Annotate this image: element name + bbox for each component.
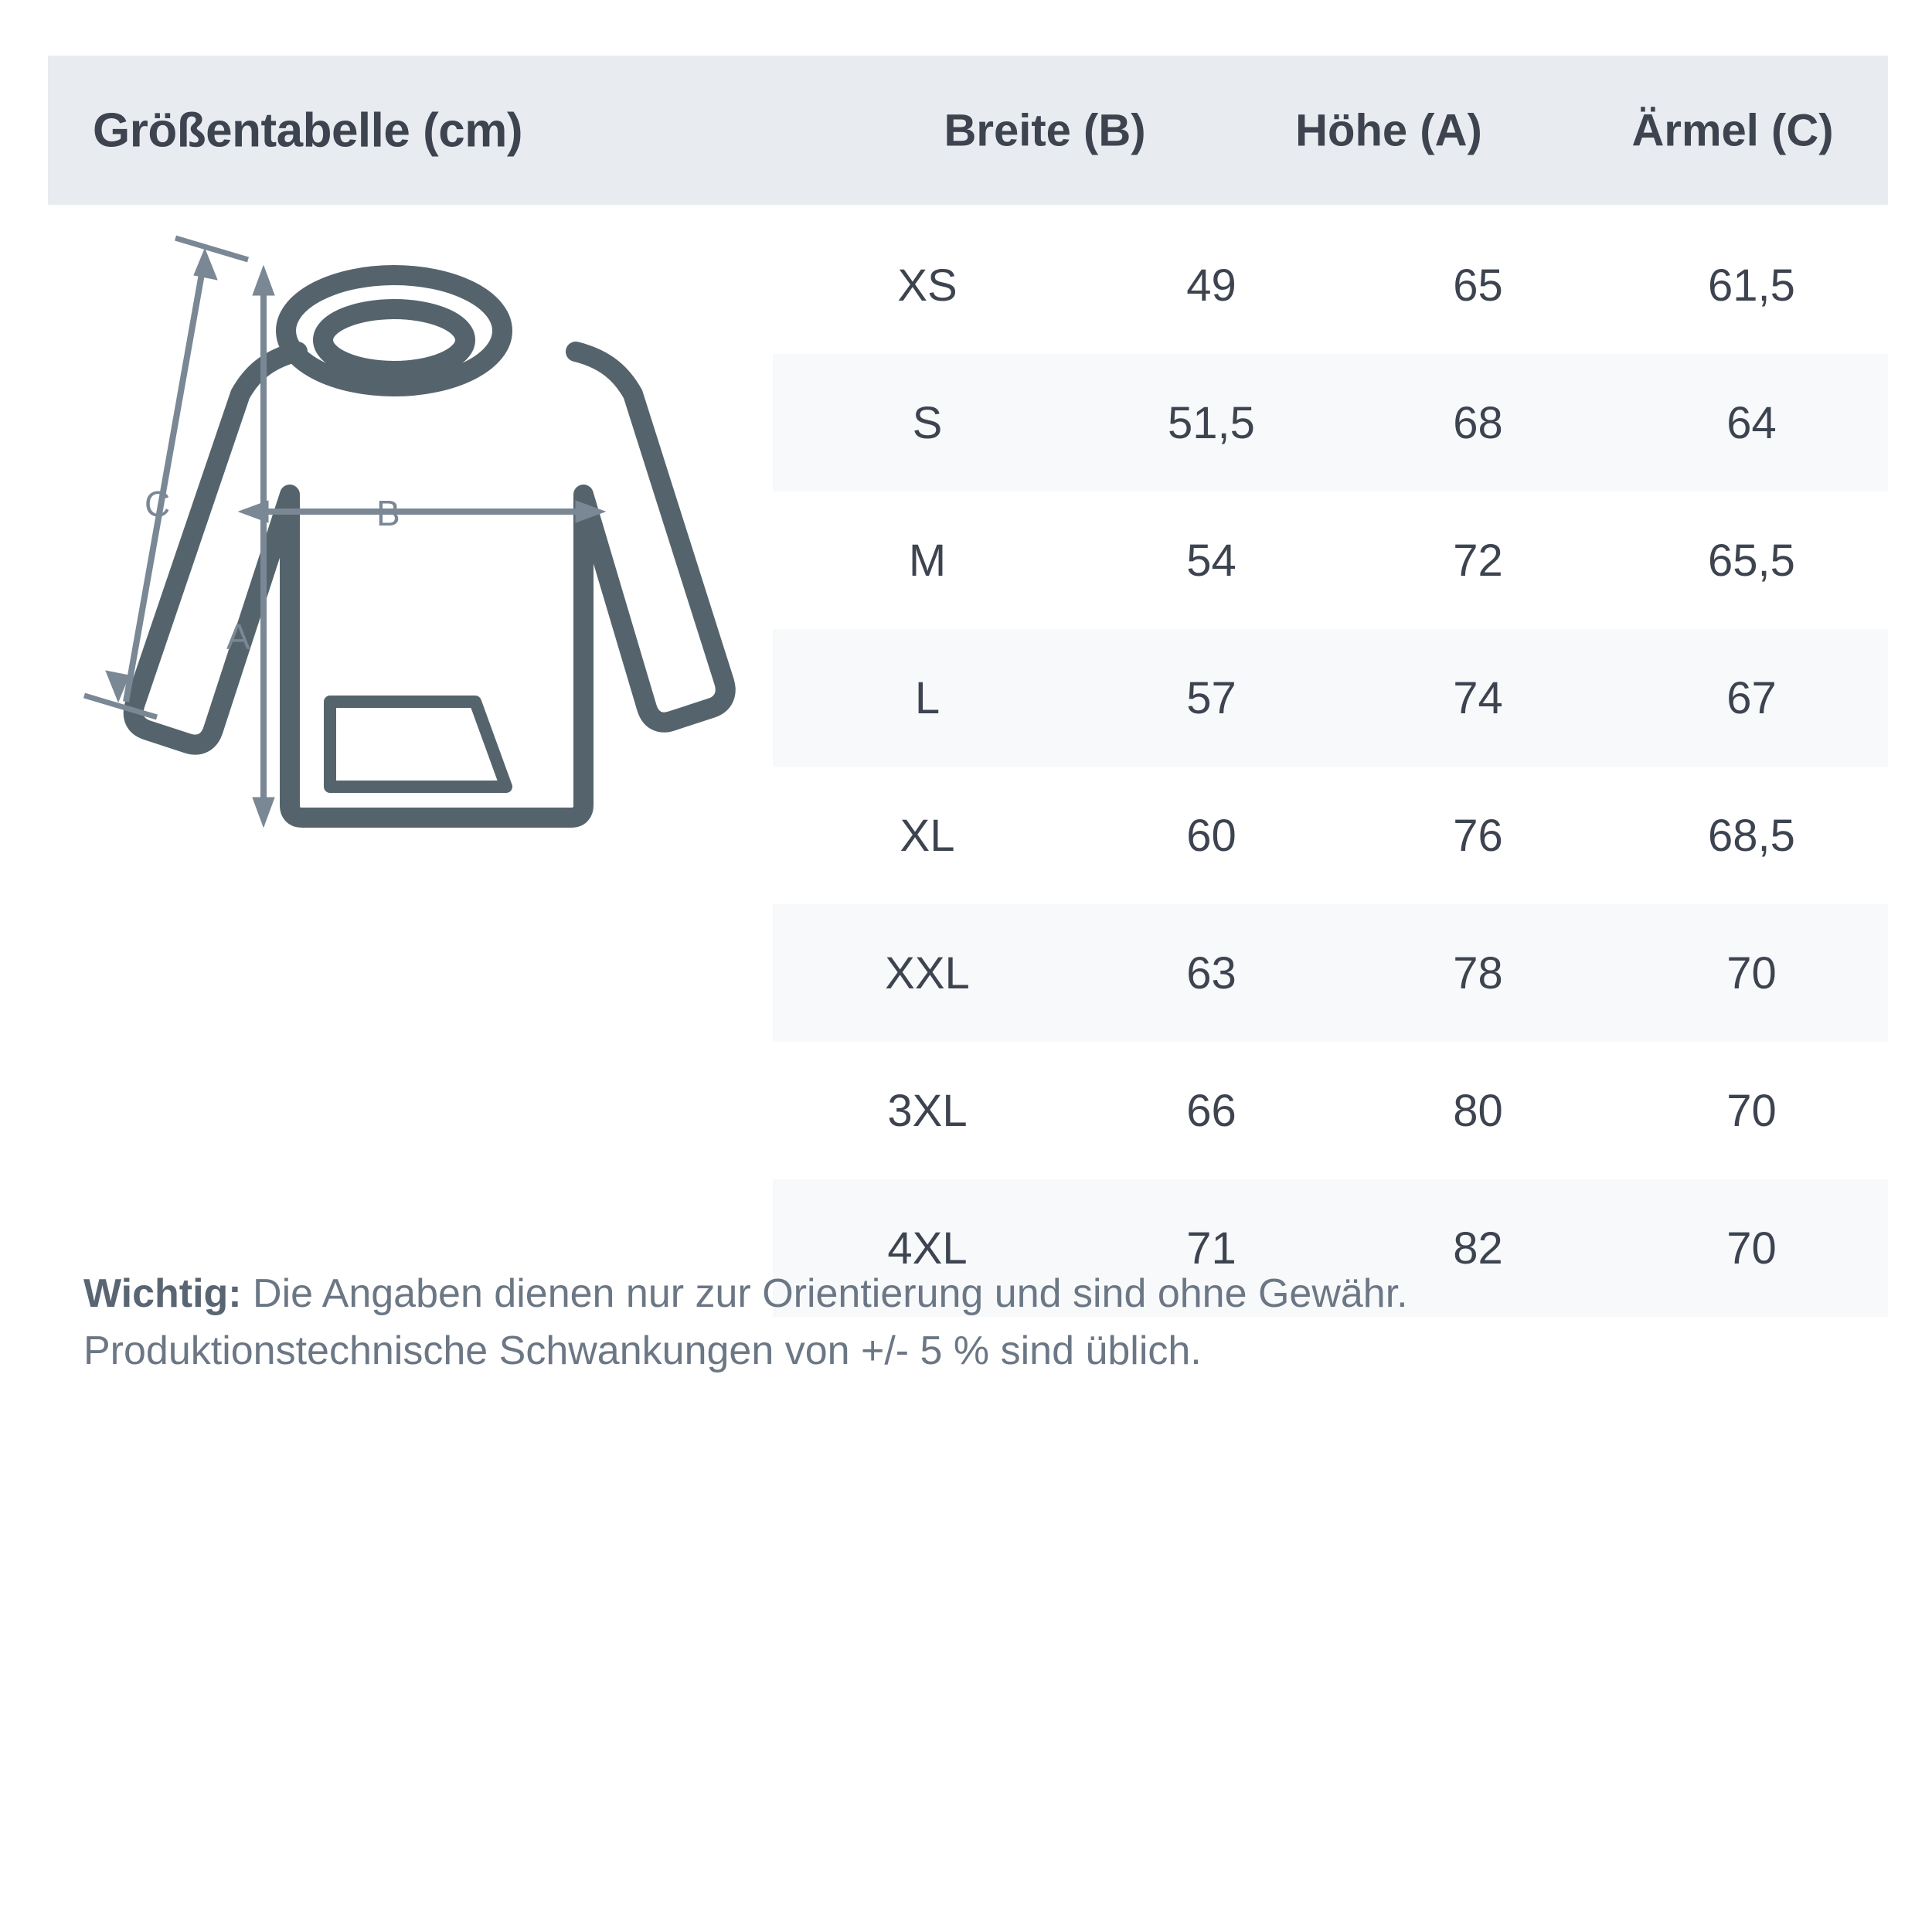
cell-size: L [914, 672, 940, 723]
size-table: XS 49 65 61,5 S 51,5 68 64 M 54 72 65,5 … [773, 216, 1888, 1317]
disclaimer-lead: Wichtig: [83, 1271, 242, 1316]
table-row: 3XL 66 80 70 [773, 1042, 1888, 1179]
cell-hoehe: 82 [1453, 1223, 1503, 1274]
page-title: Größentabelle (cm) [93, 104, 523, 157]
table-row: XXL 63 78 70 [773, 904, 1888, 1042]
cell-hoehe: 78 [1453, 947, 1503, 998]
cell-size: S [912, 397, 943, 448]
cell-size: XL [900, 810, 955, 861]
cell-hoehe: 74 [1453, 672, 1503, 723]
arrowhead-a-bottom [252, 797, 275, 828]
table-row: M 54 72 65,5 [773, 492, 1888, 629]
cell-aermel: 65,5 [1708, 535, 1795, 586]
size-chart-header: Größentabelle (cm) Breite (B) Höhe (A) Ä… [48, 56, 1888, 205]
cell-aermel: 70 [1726, 1223, 1777, 1274]
cell-breite: 63 [1186, 947, 1236, 998]
cell-hoehe: 65 [1453, 260, 1503, 311]
cell-aermel: 68,5 [1708, 810, 1795, 861]
cell-hoehe: 68 [1453, 397, 1503, 448]
cell-aermel: 70 [1726, 947, 1777, 998]
disclaimer-line-1: Die Angaben dienen nur zur Orientierung … [241, 1271, 1408, 1316]
table-row: XL 60 76 68,5 [773, 767, 1888, 904]
cell-hoehe: 72 [1453, 535, 1503, 586]
cell-hoehe: 80 [1453, 1085, 1503, 1136]
column-header-hoehe: Höhe (A) [1295, 105, 1482, 155]
cell-aermel: 70 [1726, 1085, 1777, 1136]
cell-breite: 66 [1186, 1085, 1236, 1136]
disclaimer-line-2: Produktionstechnische Schwankungen von +… [83, 1328, 1202, 1373]
cell-breite: 57 [1186, 672, 1236, 723]
arrowhead-c-top [193, 247, 218, 281]
disclaimer-note: Wichtig: Die Angaben dienen nur zur Orie… [83, 1266, 1861, 1380]
column-header-group: Breite (B) Höhe (A) Ärmel (C) [867, 104, 1932, 156]
column-header-breite: Breite (B) [944, 105, 1146, 155]
table-row: L 57 74 67 [773, 629, 1888, 767]
cell-breite: 54 [1186, 535, 1236, 586]
garment-outline [123, 265, 736, 828]
cell-aermel: 67 [1726, 672, 1777, 723]
measurement-annotations [83, 235, 607, 828]
measure-label-a: A [226, 617, 250, 657]
table-row: XS 49 65 61,5 [773, 216, 1888, 354]
arrowhead-c-bottom [105, 670, 130, 703]
cell-aermel: 61,5 [1708, 260, 1795, 311]
table-row: 4XL 71 82 70 [773, 1179, 1888, 1317]
cell-size: XXL [885, 947, 970, 998]
tick-c-bottom [83, 692, 158, 720]
measure-label-b: B [376, 493, 400, 533]
tick-c-top [175, 235, 249, 263]
measure-label-c: C [145, 484, 170, 524]
arrowhead-b-right [575, 500, 607, 523]
cell-breite: 49 [1186, 260, 1236, 311]
hoodie-measurement-diagram: C B A [58, 232, 769, 866]
column-header-aermel: Ärmel (C) [1631, 105, 1834, 155]
cell-size: 4XL [887, 1223, 968, 1274]
cell-size: 3XL [887, 1085, 968, 1136]
cell-aermel: 64 [1726, 397, 1777, 448]
arrowhead-b-left [237, 500, 269, 523]
cell-breite: 51,5 [1168, 397, 1255, 448]
measure-line-c [123, 256, 208, 702]
arrowhead-a-top [252, 264, 275, 296]
table-row: S 51,5 68 64 [773, 354, 1888, 492]
cell-hoehe: 76 [1453, 810, 1503, 861]
cell-breite: 71 [1186, 1223, 1236, 1274]
cell-size: XS [897, 260, 957, 311]
cell-size: M [908, 535, 947, 586]
cell-breite: 60 [1186, 810, 1236, 861]
